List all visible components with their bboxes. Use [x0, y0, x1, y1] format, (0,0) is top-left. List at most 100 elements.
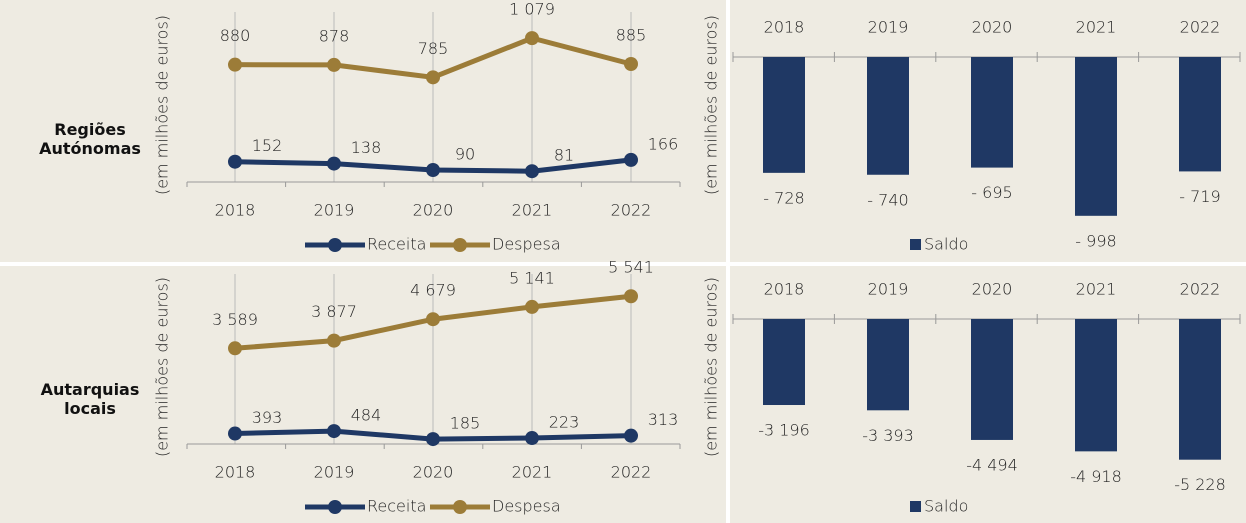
- x-tick-label: 2021: [512, 201, 553, 220]
- point: [327, 156, 341, 171]
- legend-marker: [328, 238, 342, 252]
- legend-label: Despesa: [492, 497, 561, 516]
- data-label: 3 589: [212, 310, 258, 329]
- data-label: 138: [351, 138, 382, 157]
- data-label: -4 918: [1070, 467, 1122, 486]
- data-label: -3 196: [758, 421, 810, 440]
- x-tick-label: 2019: [868, 18, 909, 37]
- bar: [971, 319, 1013, 440]
- x-tick-label: 2021: [512, 463, 553, 482]
- bar: [1075, 57, 1117, 216]
- bar: [763, 57, 805, 173]
- legend-label: Saldo: [924, 235, 968, 254]
- data-label: 880: [220, 26, 251, 45]
- panel: [0, 0, 726, 262]
- x-tick-label: 2022: [611, 201, 652, 220]
- point: [228, 341, 242, 356]
- data-label: 152: [252, 136, 283, 155]
- point: [525, 164, 539, 179]
- data-label: 223: [549, 413, 580, 432]
- point: [327, 57, 341, 72]
- point: [426, 432, 440, 447]
- x-tick-label: 2022: [611, 463, 652, 482]
- point: [525, 31, 539, 46]
- data-label: - 998: [1075, 231, 1116, 250]
- point: [228, 426, 242, 441]
- data-label: -5 228: [1174, 475, 1226, 494]
- data-label: - 695: [971, 183, 1012, 202]
- panel: [0, 266, 726, 523]
- data-label: - 728: [763, 188, 804, 207]
- point: [525, 299, 539, 314]
- point: [228, 154, 242, 169]
- data-label: 185: [450, 414, 481, 433]
- point: [624, 289, 638, 304]
- legend-marker: [910, 501, 921, 512]
- data-label: 1 079: [509, 0, 555, 19]
- y-axis-title: (em milhões de euros): [153, 277, 172, 457]
- bar: [1179, 319, 1221, 460]
- legend-label: Saldo: [924, 497, 968, 516]
- x-tick-label: 2020: [972, 280, 1013, 299]
- bar: [867, 319, 909, 411]
- legend-label: Despesa: [492, 235, 561, 254]
- x-tick-label: 2021: [1076, 280, 1117, 299]
- x-tick-label: 2018: [764, 18, 805, 37]
- data-label: 4 679: [410, 281, 456, 300]
- legend-marker: [328, 500, 342, 514]
- x-tick-label: 2022: [1180, 280, 1221, 299]
- bar: [763, 319, 805, 406]
- data-label: 81: [554, 146, 574, 165]
- point: [624, 152, 638, 167]
- point: [426, 312, 440, 327]
- y-axis-title: (em milhões de euros): [153, 15, 172, 195]
- x-tick-label: 2020: [972, 18, 1013, 37]
- x-tick-label: 2018: [215, 463, 256, 482]
- bar: [971, 57, 1013, 168]
- data-label: 785: [418, 39, 449, 58]
- x-tick-label: 2022: [1180, 18, 1221, 37]
- point: [228, 57, 242, 72]
- data-label: -4 494: [966, 455, 1018, 474]
- bar: [1075, 319, 1117, 452]
- data-label: 885: [616, 26, 647, 45]
- x-tick-label: 2021: [1076, 18, 1117, 37]
- data-label: 484: [351, 406, 382, 425]
- x-tick-label: 2020: [413, 201, 454, 220]
- data-label: -3 393: [862, 426, 914, 445]
- data-label: 393: [252, 408, 283, 427]
- data-label: 5 141: [509, 268, 555, 287]
- legend-marker: [910, 239, 921, 250]
- point: [525, 431, 539, 446]
- point: [624, 57, 638, 71]
- data-label: - 719: [1179, 187, 1220, 206]
- bar: [1179, 57, 1221, 172]
- data-label: 5 541: [608, 258, 654, 277]
- data-label: 313: [648, 410, 679, 429]
- row-label: Regiões Autónomas: [39, 120, 141, 158]
- legend-label: Receita: [367, 235, 426, 254]
- data-label: 166: [648, 134, 679, 153]
- bar: [867, 57, 909, 175]
- legend-marker: [453, 238, 467, 252]
- legend-label: Receita: [367, 497, 426, 516]
- y-axis-title: (em milhões de euros): [702, 15, 721, 195]
- x-tick-label: 2019: [314, 463, 355, 482]
- y-axis-title: (em milhões de euros): [702, 277, 721, 457]
- data-label: 90: [455, 145, 475, 164]
- point: [426, 163, 440, 177]
- data-label: 3 877: [311, 302, 357, 321]
- x-tick-label: 2020: [413, 463, 454, 482]
- x-tick-label: 2019: [868, 280, 909, 299]
- point: [624, 428, 638, 443]
- x-tick-label: 2019: [314, 201, 355, 220]
- legend-marker: [453, 500, 467, 514]
- point: [327, 424, 341, 439]
- x-tick-label: 2018: [764, 280, 805, 299]
- point: [327, 333, 341, 348]
- data-label: - 740: [867, 190, 908, 209]
- data-label: 878: [319, 26, 350, 45]
- x-tick-label: 2018: [215, 201, 256, 220]
